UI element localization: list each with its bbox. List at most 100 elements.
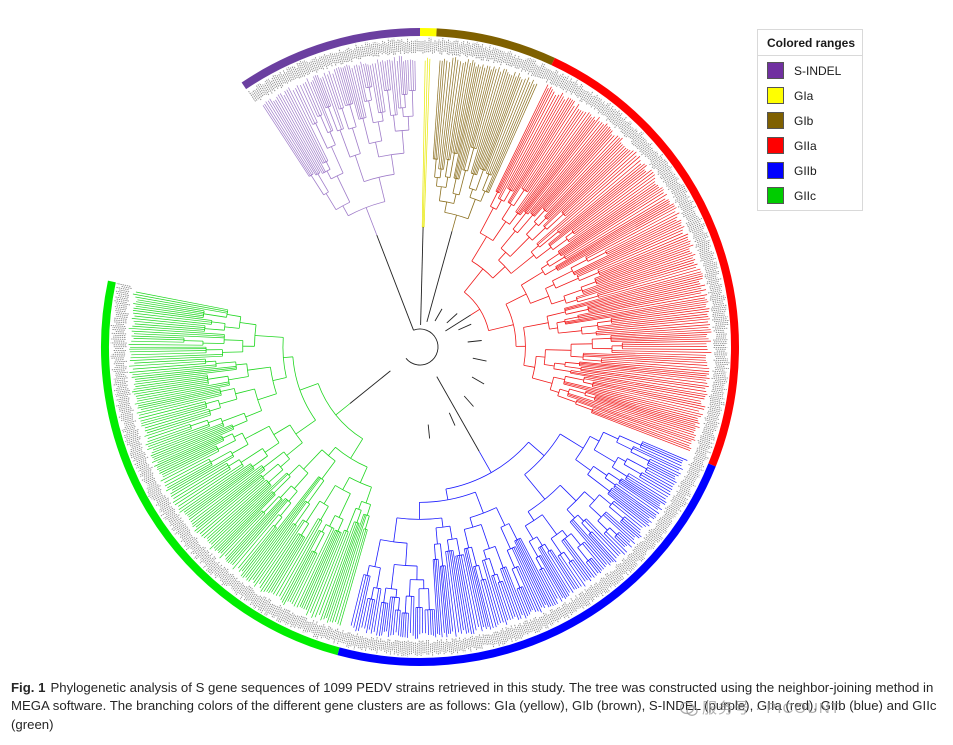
node-stem <box>404 596 407 614</box>
tip-label-giia <box>689 225 705 233</box>
node-stem <box>404 94 406 108</box>
tip-label-giib <box>347 634 353 648</box>
leaf-branch <box>632 447 680 471</box>
tip-label-giic <box>126 438 141 444</box>
tip-label-giic <box>125 436 141 442</box>
leaf-branch <box>210 472 287 545</box>
tip-label-giic <box>158 499 170 507</box>
node-stem <box>469 189 473 198</box>
tip-label-giia <box>609 110 620 123</box>
tip-label-giia <box>715 321 728 324</box>
tip-label-giia <box>562 79 569 91</box>
leaf-branch <box>585 392 700 424</box>
tip-label-giib <box>401 641 404 657</box>
backbone-stem <box>376 234 414 331</box>
leaf-branch <box>144 414 211 437</box>
leaf-branch <box>346 64 361 119</box>
tip-label-giib <box>558 606 566 620</box>
tip-label-giib <box>570 602 578 613</box>
node-stem <box>280 485 292 499</box>
tip-label-giia <box>709 297 726 301</box>
node-stem <box>264 442 280 453</box>
node-arc <box>611 457 619 468</box>
leaf-branch <box>132 325 205 332</box>
node-stem <box>593 465 608 476</box>
tip-label-giic <box>159 505 170 513</box>
node-stem <box>274 516 283 527</box>
tip-label-giib <box>540 616 548 630</box>
tip-label-s-indel <box>311 59 318 73</box>
node-arc <box>537 244 541 248</box>
node-arc <box>543 349 546 365</box>
leaf-branch <box>647 467 677 484</box>
leaf-branch <box>400 612 403 637</box>
leaf-branch <box>218 494 276 554</box>
tip-label-giic <box>336 631 340 641</box>
leaf-branch <box>344 66 360 120</box>
node-stem <box>222 433 233 439</box>
node-stem <box>534 209 546 222</box>
leaf-branch <box>523 104 580 190</box>
tip-label-s-indel <box>382 40 385 54</box>
node-arc <box>445 176 451 178</box>
leaf-branch <box>132 363 206 370</box>
node-arc <box>463 169 468 172</box>
leaf-branch <box>611 303 707 319</box>
tip-label-giic <box>129 442 140 447</box>
node-stem <box>342 477 350 490</box>
leaf-branch <box>188 468 255 518</box>
node-arc <box>487 173 491 176</box>
leaf-branch <box>563 383 698 419</box>
node-arc <box>204 401 207 406</box>
tip-label-giib <box>439 641 441 655</box>
tip-label-giia <box>701 254 714 260</box>
node-arc <box>623 458 628 465</box>
leaf-branch <box>509 100 575 204</box>
tip-label-giic <box>174 525 187 535</box>
tip-label-giic <box>312 621 318 635</box>
tip-label-giia <box>698 442 714 449</box>
leaf-branch <box>226 499 283 562</box>
node-stem <box>551 299 566 305</box>
leaf-branch <box>434 60 443 160</box>
tip-label-giib <box>665 510 676 518</box>
leaf-branch <box>589 559 602 574</box>
node-stem <box>616 441 633 451</box>
leaf-branch <box>584 519 619 556</box>
tip-label-giib <box>628 553 638 563</box>
tip-label-giic <box>126 440 140 446</box>
node-arc <box>378 152 405 158</box>
tip-label-s-indel <box>359 46 363 58</box>
tip-label-giib <box>457 640 460 652</box>
node-arc <box>292 356 316 421</box>
tip-label-s-indel <box>405 42 407 53</box>
tip-label-giib <box>690 466 700 472</box>
node-arc <box>277 463 284 470</box>
tip-label-giia <box>623 127 633 137</box>
tip-label-giia <box>704 426 717 432</box>
tip-label-giic <box>250 593 256 602</box>
leaf-branch <box>641 472 673 491</box>
leaf-branch <box>268 536 304 594</box>
range-ring-s-indel <box>241 28 421 90</box>
tip-label-giib <box>523 622 529 636</box>
tip-label-giib <box>353 633 358 650</box>
node-stem <box>378 177 386 202</box>
leaf-branch <box>134 323 205 330</box>
leaf-branch <box>497 86 552 193</box>
tip-label-giia <box>693 230 703 235</box>
tip-label-s-indel <box>293 65 300 79</box>
tip-label-giia <box>659 169 672 178</box>
leaf-branch <box>329 514 366 622</box>
node-arc <box>261 466 265 470</box>
tip-label-s-indel <box>318 56 325 70</box>
tip-label-giia <box>688 215 699 221</box>
leaf-branch <box>287 551 314 602</box>
tip-label-giic <box>257 597 267 611</box>
tip-label-giia <box>601 103 611 115</box>
node-stem <box>559 484 577 502</box>
leaf-branch <box>427 609 429 636</box>
leaf-branch <box>433 609 437 638</box>
tip-label-giib <box>464 637 468 649</box>
node-arc <box>594 396 596 400</box>
